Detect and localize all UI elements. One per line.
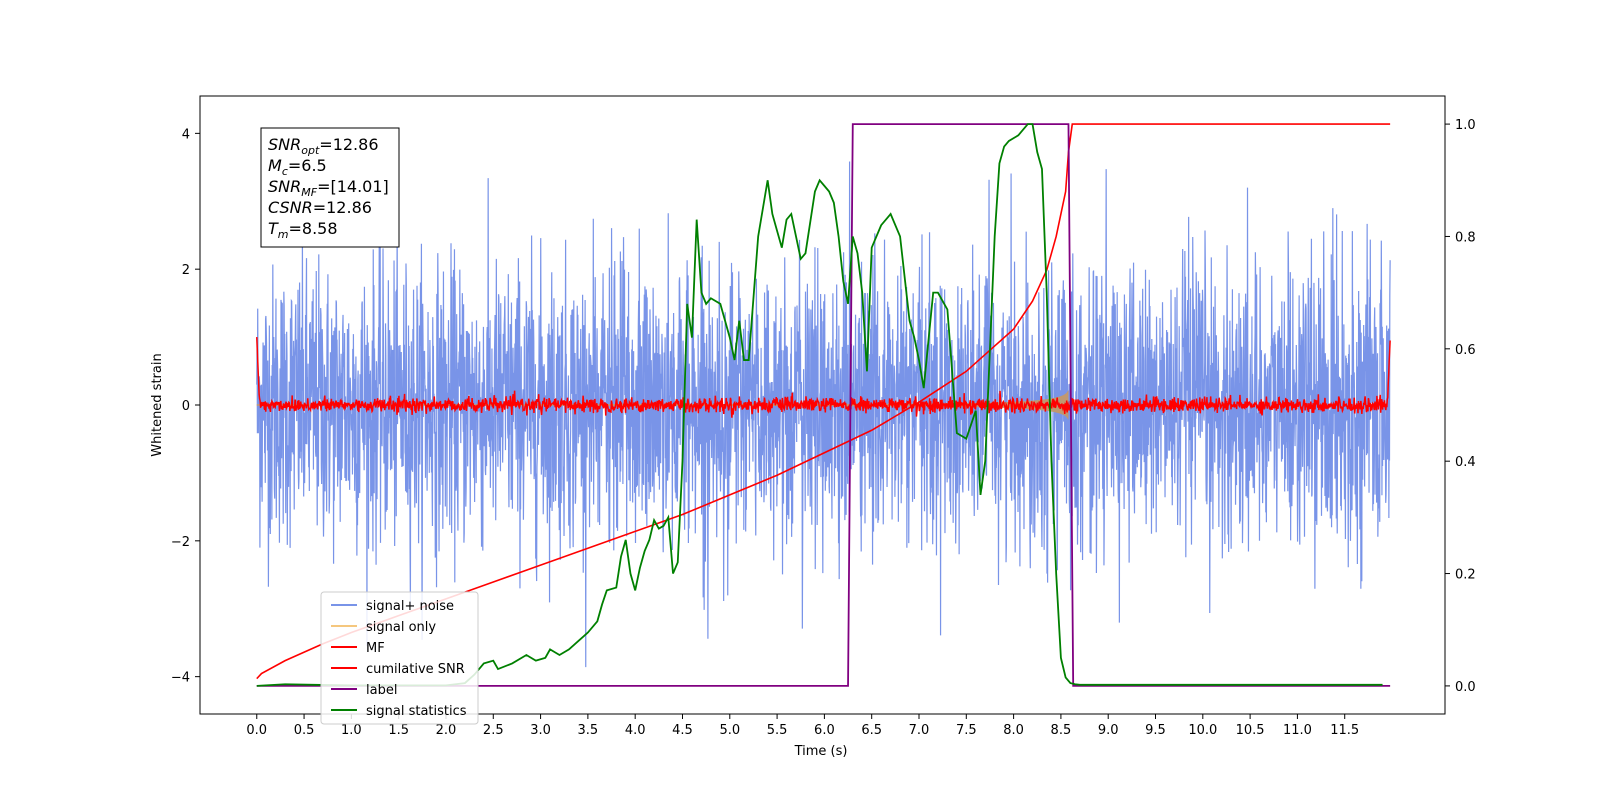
x-tick: 10.5 <box>1236 714 1265 738</box>
x-tick: 3.5 <box>578 714 599 738</box>
x-axis: 0.0 0.5 1.0 1.5 2.0 2.5 3.0 3.5 4.0 4.5 5.0 5.5 6.0 6… <box>246 714 1359 738</box>
y-tick-left: 4 <box>182 127 200 142</box>
y-tick-right: 0.0 <box>1445 680 1476 695</box>
legend-label: cumilative SNR <box>366 662 465 677</box>
legend-entry: signal+ noise <box>331 599 454 614</box>
y-tick-right: 0.8 <box>1445 230 1476 245</box>
y-tick-right: 1.0 <box>1445 118 1476 133</box>
x-tick: 0.0 <box>246 714 267 738</box>
x-tick-label: 9.0 <box>1098 723 1119 738</box>
y-tick-label-right: 0.6 <box>1455 343 1476 358</box>
y-tick-left: −4 <box>171 671 200 686</box>
x-tick-label: 6.5 <box>861 723 882 738</box>
legend-label: signal+ noise <box>366 599 454 614</box>
annotation-line: SNRMF=[14.01] <box>268 177 389 199</box>
y-tick-left: 0 <box>182 399 200 414</box>
y-tick-label-left: 0 <box>182 399 190 414</box>
x-tick-label: 5.0 <box>719 723 740 738</box>
x-tick: 6.5 <box>861 714 882 738</box>
y-tick-label-right: 0.4 <box>1455 455 1476 470</box>
x-tick: 4.5 <box>672 714 693 738</box>
y-tick-right: 0.6 <box>1445 343 1476 358</box>
y-tick-label-left: −4 <box>171 671 190 686</box>
x-tick-label: 0.5 <box>294 723 315 738</box>
legend-entry: signal only <box>331 620 436 635</box>
y-axis-label: Whitened strain <box>150 353 165 456</box>
x-tick-label: 2.5 <box>483 723 504 738</box>
x-tick-label: 7.5 <box>956 723 977 738</box>
annotation-line: Mc=6.5 <box>268 156 327 178</box>
x-tick: 9.0 <box>1098 714 1119 738</box>
x-tick-label: 4.0 <box>625 723 646 738</box>
x-tick-label: 3.0 <box>530 723 551 738</box>
x-tick-label: 7.0 <box>909 723 930 738</box>
y-tick-label-right: 0.2 <box>1455 568 1476 583</box>
x-tick-label: 8.5 <box>1051 723 1072 738</box>
x-tick: 0.5 <box>294 714 315 738</box>
series-mf <box>256 337 1391 418</box>
x-tick-label: 10.0 <box>1188 723 1217 738</box>
y-tick-label-left: −2 <box>171 535 190 550</box>
legend-entry: MF <box>331 641 385 656</box>
x-tick: 8.0 <box>1003 714 1024 738</box>
x-tick: 6.0 <box>814 714 835 738</box>
x-tick: 5.5 <box>767 714 788 738</box>
x-tick: 9.5 <box>1145 714 1166 738</box>
legend-entry: signal statistics <box>331 704 467 719</box>
y-tick-left: −2 <box>171 535 200 550</box>
legend-entry: cumilative SNR <box>331 662 465 677</box>
x-tick-label: 10.5 <box>1236 723 1265 738</box>
x-tick: 8.5 <box>1051 714 1072 738</box>
x-tick-label: 9.5 <box>1145 723 1166 738</box>
x-tick-label: 6.0 <box>814 723 835 738</box>
legend-label: signal statistics <box>366 704 467 719</box>
x-tick-label: 11.0 <box>1283 723 1312 738</box>
x-tick-label: 1.5 <box>388 723 409 738</box>
x-tick-label: 8.0 <box>1003 723 1024 738</box>
annotation-line: CSNR=12.86 <box>268 198 372 217</box>
legend-label: MF <box>366 641 385 656</box>
annotation-line: SNRopt=12.86 <box>268 135 379 157</box>
y-tick-right: 0.2 <box>1445 568 1476 583</box>
x-tick: 7.5 <box>956 714 977 738</box>
x-tick: 5.0 <box>719 714 740 738</box>
x-tick: 3.0 <box>530 714 551 738</box>
legend: signal+ noise signal only MF cumilative SNR… <box>320 591 479 725</box>
annotation-line: Tm=8.58 <box>268 219 338 241</box>
y-axis-left: −4 −2 0 2 4 <box>171 127 200 686</box>
series-label <box>256 123 1391 687</box>
legend-label: signal only <box>366 620 436 635</box>
x-axis-label: Time (s) <box>794 744 848 759</box>
legend-label: label <box>366 683 397 698</box>
series-signal-noise <box>256 161 1391 668</box>
x-tick: 7.0 <box>909 714 930 738</box>
y-tick-label-right: 0.0 <box>1455 680 1476 695</box>
x-tick: 11.0 <box>1283 714 1312 738</box>
y-tick-right: 0.4 <box>1445 455 1476 470</box>
x-tick: 11.5 <box>1330 714 1359 738</box>
series-signal-statistics <box>256 123 1383 687</box>
x-tick-label: 3.5 <box>578 723 599 738</box>
y-axis-right: 0.0 0.2 0.4 0.6 0.8 1.0 <box>1445 118 1476 695</box>
annotation-box: SNRopt=12.86Mc=6.5SNRMF=[14.01]CSNR=12.8… <box>260 127 400 248</box>
y-tick-left: 2 <box>182 263 200 278</box>
x-tick: 4.0 <box>625 714 646 738</box>
x-tick-label: 2.0 <box>436 723 457 738</box>
x-tick: 10.0 <box>1188 714 1217 738</box>
x-tick-label: 4.5 <box>672 723 693 738</box>
legend-entry: label <box>331 683 397 698</box>
y-tick-label-right: 1.0 <box>1455 118 1476 133</box>
x-tick-label: 0.0 <box>246 723 267 738</box>
x-tick-label: 1.0 <box>341 723 362 738</box>
y-tick-label-right: 0.8 <box>1455 230 1476 245</box>
x-tick-label: 5.5 <box>767 723 788 738</box>
x-tick: 2.5 <box>483 714 504 738</box>
y-tick-label-left: 2 <box>182 263 190 278</box>
y-tick-label-left: 4 <box>182 127 190 142</box>
x-tick-label: 11.5 <box>1330 723 1359 738</box>
